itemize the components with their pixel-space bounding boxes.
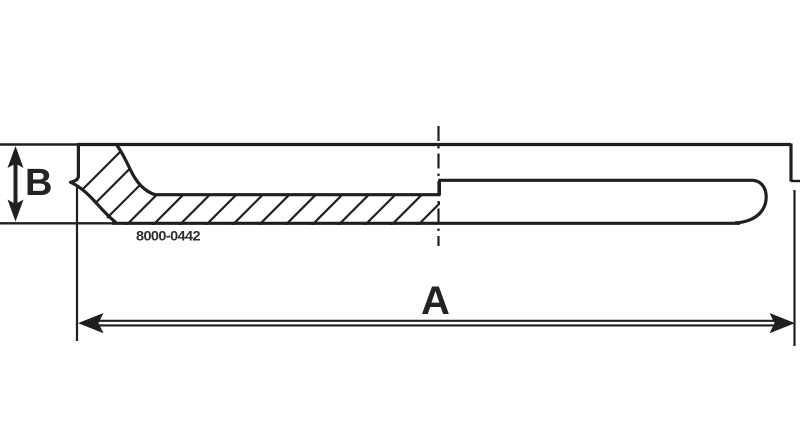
part-outline [0, 142, 800, 225]
section-hatching [70, 145, 440, 225]
dimension-a [75, 187, 796, 346]
inner-wall-and-floor-line [115, 144, 440, 197]
part-number-label: 8000-0442 [136, 229, 201, 245]
dimension-b-label: B [25, 162, 53, 204]
b-arrowhead-down-icon [7, 199, 24, 222]
b-arrowhead-up-icon [7, 146, 24, 168]
dimension-arrowheads [7, 146, 795, 334]
a-arrowhead-right-icon [769, 313, 795, 334]
left-outer-step-profile [68, 145, 117, 224]
drawing-strokes [0, 126, 800, 346]
right-inner-edge-line [438, 178, 768, 225]
dimension-a-label: A [421, 279, 450, 323]
a-arrowhead-left-icon [78, 313, 104, 334]
